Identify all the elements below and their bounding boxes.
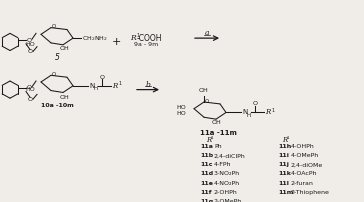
Text: 2-OMePh: 2-OMePh	[214, 199, 242, 202]
Text: 11m: 11m	[278, 190, 293, 195]
Text: O: O	[52, 24, 56, 29]
Text: O: O	[28, 97, 33, 102]
Text: 11i: 11i	[278, 153, 289, 158]
Text: 1: 1	[136, 33, 139, 38]
Text: O: O	[27, 38, 32, 43]
Text: O: O	[253, 101, 257, 106]
Text: O: O	[99, 75, 104, 80]
Text: 4-OMePh: 4-OMePh	[291, 153, 319, 158]
Text: 11l: 11l	[278, 181, 289, 185]
Text: Ph: Ph	[214, 144, 222, 149]
Text: b: b	[146, 81, 150, 89]
Text: 11k: 11k	[278, 171, 291, 177]
Text: 4-OHPh: 4-OHPh	[291, 144, 315, 149]
Text: 1: 1	[271, 108, 274, 113]
Text: O: O	[52, 72, 56, 77]
Text: H: H	[247, 113, 251, 118]
Text: OH: OH	[60, 46, 70, 51]
Text: 3-NO₂Ph: 3-NO₂Ph	[214, 171, 240, 177]
Text: 11a -11m: 11a -11m	[199, 130, 237, 137]
Text: 4-NO₂Ph: 4-NO₂Ph	[214, 181, 240, 185]
Text: 11f: 11f	[200, 190, 211, 195]
Text: +: +	[111, 37, 121, 47]
Text: CH$_2$NH$_2$: CH$_2$NH$_2$	[82, 34, 108, 43]
Text: 11a: 11a	[200, 144, 213, 149]
Text: O: O	[205, 99, 209, 104]
Text: -COOH: -COOH	[137, 34, 162, 43]
Text: OH: OH	[212, 120, 222, 125]
Text: 9a - 9m: 9a - 9m	[134, 42, 158, 47]
Text: 1: 1	[287, 136, 289, 140]
Text: 11d: 11d	[200, 171, 213, 177]
Text: 1: 1	[211, 136, 214, 140]
Text: 2-furan: 2-furan	[291, 181, 314, 185]
Text: 11j: 11j	[278, 162, 289, 167]
Text: O: O	[27, 85, 32, 90]
Text: 11b: 11b	[200, 153, 213, 158]
Text: HO: HO	[25, 42, 35, 47]
Text: 1: 1	[118, 81, 121, 86]
Text: 11g: 11g	[200, 199, 213, 202]
Text: 11c: 11c	[200, 162, 213, 167]
Text: H: H	[94, 86, 98, 91]
Text: HO: HO	[176, 111, 186, 116]
Text: 2,4-diClPh: 2,4-diClPh	[214, 153, 246, 158]
Text: 11h: 11h	[278, 144, 291, 149]
Text: HO: HO	[25, 87, 35, 92]
Text: R: R	[282, 136, 287, 144]
Text: HO: HO	[176, 105, 186, 110]
Text: 2-Thiophene: 2-Thiophene	[291, 190, 330, 195]
Text: 5: 5	[55, 53, 59, 62]
Text: 2-OHPh: 2-OHPh	[214, 190, 238, 195]
Text: N: N	[242, 109, 247, 116]
Text: R: R	[112, 82, 117, 90]
Text: R: R	[265, 108, 270, 117]
Text: O: O	[28, 49, 33, 54]
Text: N: N	[89, 83, 94, 89]
Text: R: R	[206, 136, 211, 144]
Text: 11e: 11e	[200, 181, 213, 185]
Text: 2,4-diOMe: 2,4-diOMe	[291, 162, 323, 167]
Text: OH: OH	[60, 95, 70, 100]
Text: a: a	[205, 29, 209, 37]
Text: 4-FPh: 4-FPh	[214, 162, 232, 167]
Text: R: R	[130, 34, 136, 42]
Text: OH: OH	[199, 88, 209, 94]
Text: 4-OAcPh: 4-OAcPh	[291, 171, 317, 177]
Text: 10a -10m: 10a -10m	[41, 103, 74, 108]
